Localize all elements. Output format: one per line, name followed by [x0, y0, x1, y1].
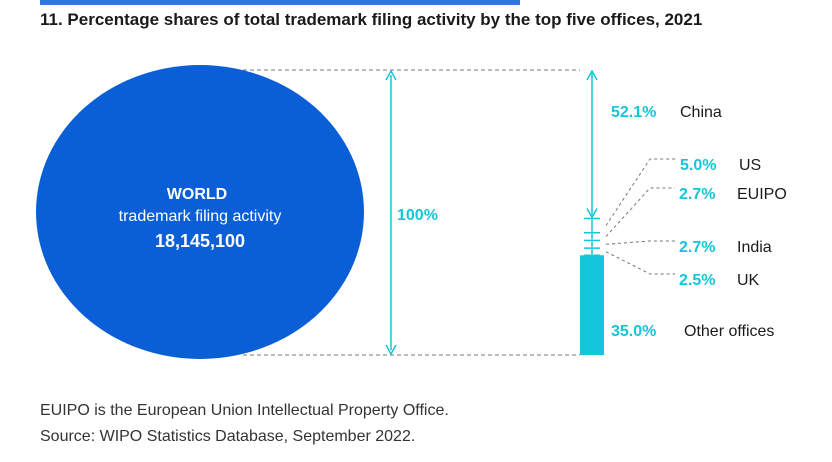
cropped-heading-strip [40, 0, 520, 5]
footnote: EUIPO is the European Union Intellectual… [40, 398, 449, 450]
connector-india [605, 240, 675, 245]
category-label-euipo: EUIPO [737, 186, 787, 203]
arrow-head-up-icon [385, 69, 397, 81]
arrow-head-up-icon [586, 69, 598, 81]
category-label-india: India [737, 239, 772, 256]
value-label-uk: 2.5% [679, 272, 715, 289]
category-label-china: China [680, 104, 722, 121]
connector-us [605, 158, 676, 226]
arrow-head-down-icon [385, 344, 397, 356]
connector-euipo [605, 187, 675, 237]
chart-title: 11. Percentage shares of total trademark… [40, 10, 703, 29]
connector-uk [605, 251, 675, 275]
world-circle [36, 65, 364, 359]
value-label-us: 5.0% [680, 157, 716, 174]
category-label-other-offices: Other offices [684, 323, 774, 340]
bar-segment-other-offices [580, 255, 604, 355]
value-label-euipo: 2.7% [679, 186, 715, 203]
value-label-other-offices: 35.0% [611, 323, 656, 340]
segment-labels: 52.1% China 5.0% US 2.7% EUIPO 2.7% India 2.5% UK… [605, 104, 787, 340]
category-label-uk: UK [737, 272, 760, 289]
stacked-bar [580, 69, 604, 355]
total-percent-label: 100% [397, 207, 438, 224]
footnote-note: EUIPO is the European Union Intellectual… [40, 402, 449, 419]
world-heading: WORLD [167, 186, 227, 203]
world-total: 18,145,100 [155, 231, 245, 251]
value-label-india: 2.7% [679, 239, 715, 256]
value-label-china: 52.1% [611, 104, 656, 121]
arrow-head-down-icon [586, 208, 598, 220]
category-label-us: US [739, 157, 761, 174]
world-subheading: trademark filing activity [119, 208, 282, 225]
chart: WORLD trademark filing activity 18,145,1… [36, 65, 787, 359]
footnote-source: Source: WIPO Statistics Database, Septem… [40, 428, 416, 445]
